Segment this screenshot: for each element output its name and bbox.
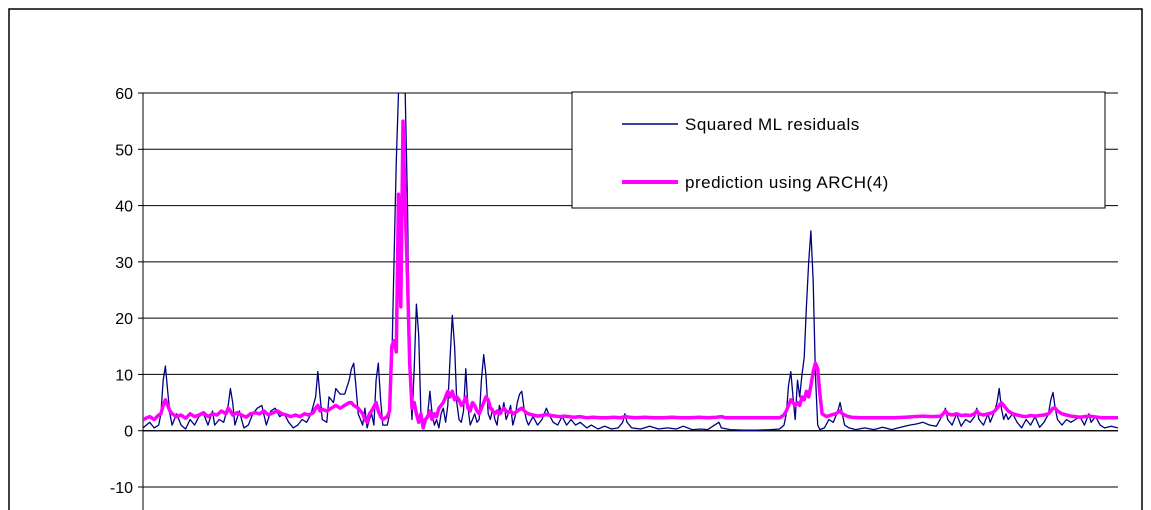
- y-tick-label: 50: [115, 142, 133, 159]
- y-tick-label: 20: [115, 311, 133, 328]
- legend-label-prediction-arch4: prediction using ARCH(4): [685, 173, 889, 192]
- y-tick-label: 30: [115, 255, 133, 272]
- y-tick-label: 0: [124, 424, 133, 441]
- legend-box: [571, 91, 1106, 209]
- y-tick-label: 40: [115, 199, 133, 216]
- data-series: [143, 93, 1118, 431]
- series-prediction-arch4: [143, 119, 1118, 430]
- y-tick-labels: 60 50 40 30 20 10 0 -10: [110, 86, 133, 497]
- y-tick-label: 60: [115, 86, 133, 103]
- y-tick-label: 10: [115, 367, 133, 384]
- y-axis: [138, 92, 1118, 510]
- legend: Squared ML residuals prediction using AR…: [571, 91, 1106, 209]
- legend-label-squared-ml-residuals: Squared ML residuals: [685, 115, 860, 134]
- chart-border: [8, 8, 1143, 510]
- y-tick-label: -10: [110, 480, 133, 497]
